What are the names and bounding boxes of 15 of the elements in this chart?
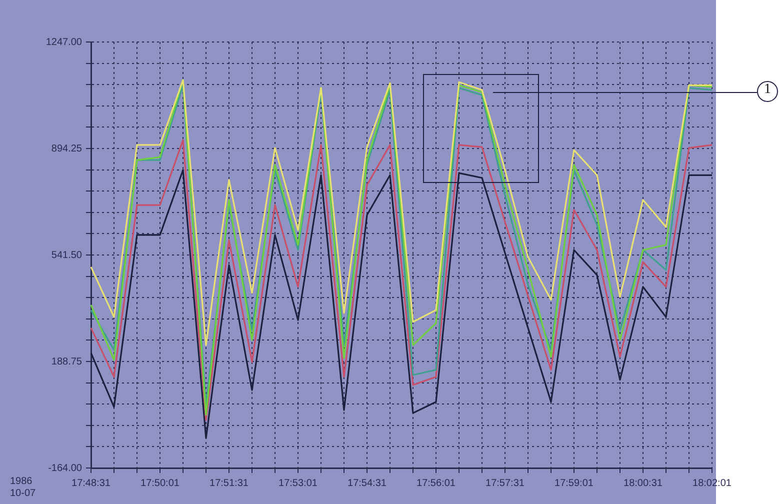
y-tick-label: 541.50: [51, 250, 82, 261]
y-tick-label: 894.25: [51, 143, 82, 154]
y-tick-label: -164.00: [48, 462, 82, 474]
x-tick-label: 17:53:01: [278, 478, 318, 489]
x-tick-label: 17:48:31: [72, 478, 111, 489]
y-tick-label: 188.75: [51, 356, 82, 368]
x-tick-label: 17:54:31: [348, 478, 387, 489]
x-tick-label: 17:51:31: [210, 478, 249, 489]
y-tick-label: 1247.00: [46, 36, 82, 48]
x-tick-label: 18:00:31: [624, 478, 663, 489]
x-tick-label: 17:59:01: [554, 478, 594, 489]
x-tick-label: 17:50:01: [140, 478, 180, 489]
x-tick-label: 17:57:31: [486, 478, 525, 489]
x-tick-label: 17:56:01: [416, 478, 456, 489]
text: 1986 10-07: [10, 476, 36, 499]
